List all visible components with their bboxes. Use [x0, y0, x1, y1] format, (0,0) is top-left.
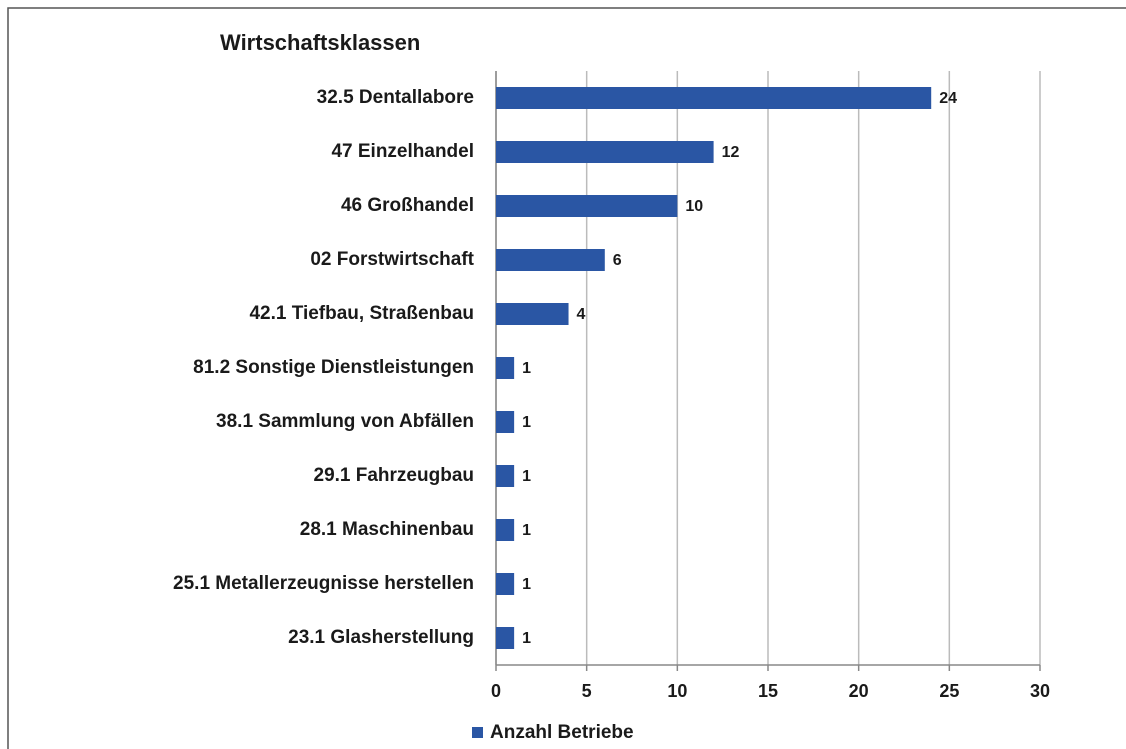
y-tick-label: 32.5 Dentallabore: [317, 87, 474, 108]
bar: [496, 519, 515, 541]
y-tick-label: 28.1 Maschinenbau: [300, 519, 474, 540]
y-tick-label: 42.1 Tiefbau, Straßenbau: [249, 303, 474, 324]
data-label: 6: [613, 252, 622, 269]
data-label: 1: [522, 522, 531, 539]
x-tick-label: 20: [849, 681, 869, 701]
bar: [496, 303, 569, 325]
y-tick-label: 23.1 Glasherstellung: [288, 627, 474, 648]
data-label: 4: [577, 306, 586, 323]
bar: [496, 87, 932, 109]
x-tick-label: 5: [582, 681, 592, 701]
frame: [7, 7, 1126, 749]
data-label: 1: [522, 414, 531, 431]
bar: [496, 627, 515, 649]
data-label: 1: [522, 630, 531, 647]
bar: [496, 573, 515, 595]
x-tick-label: 25: [939, 681, 959, 701]
data-label: 1: [522, 360, 531, 377]
data-label: 1: [522, 468, 531, 485]
data-label: 1: [522, 576, 531, 593]
x-tick-label: 15: [758, 681, 778, 701]
x-tick-label: 0: [491, 681, 501, 701]
x-tick-label: 10: [667, 681, 687, 701]
y-tick-label: 46 Großhandel: [341, 195, 474, 216]
x-tick-label: 30: [1030, 681, 1050, 701]
data-label: 24: [939, 90, 957, 107]
bar: [496, 411, 515, 433]
legend-label: Anzahl Betriebe: [490, 722, 634, 743]
data-label: 10: [685, 198, 703, 215]
y-tick-label: 25.1 Metallerzeugnisse herstellen: [173, 573, 474, 594]
y-tick-label: 29.1 Fahrzeugbau: [314, 465, 475, 486]
y-tick-label: 47 Einzelhandel: [331, 141, 474, 162]
y-tick-label: 38.1 Sammlung von Abfällen: [216, 411, 474, 432]
bar: [496, 465, 515, 487]
bar: [496, 249, 605, 271]
y-tick-label: 02 Forstwirtschaft: [310, 249, 474, 270]
bar: [496, 195, 678, 217]
legend-swatch: [472, 727, 483, 738]
chart-title: Wirtschaftsklassen: [220, 30, 420, 55]
bar: [496, 357, 515, 379]
bar: [496, 141, 714, 163]
y-tick-label: 81.2 Sonstige Dienstleistungen: [193, 357, 474, 378]
data-label: 12: [722, 144, 740, 161]
